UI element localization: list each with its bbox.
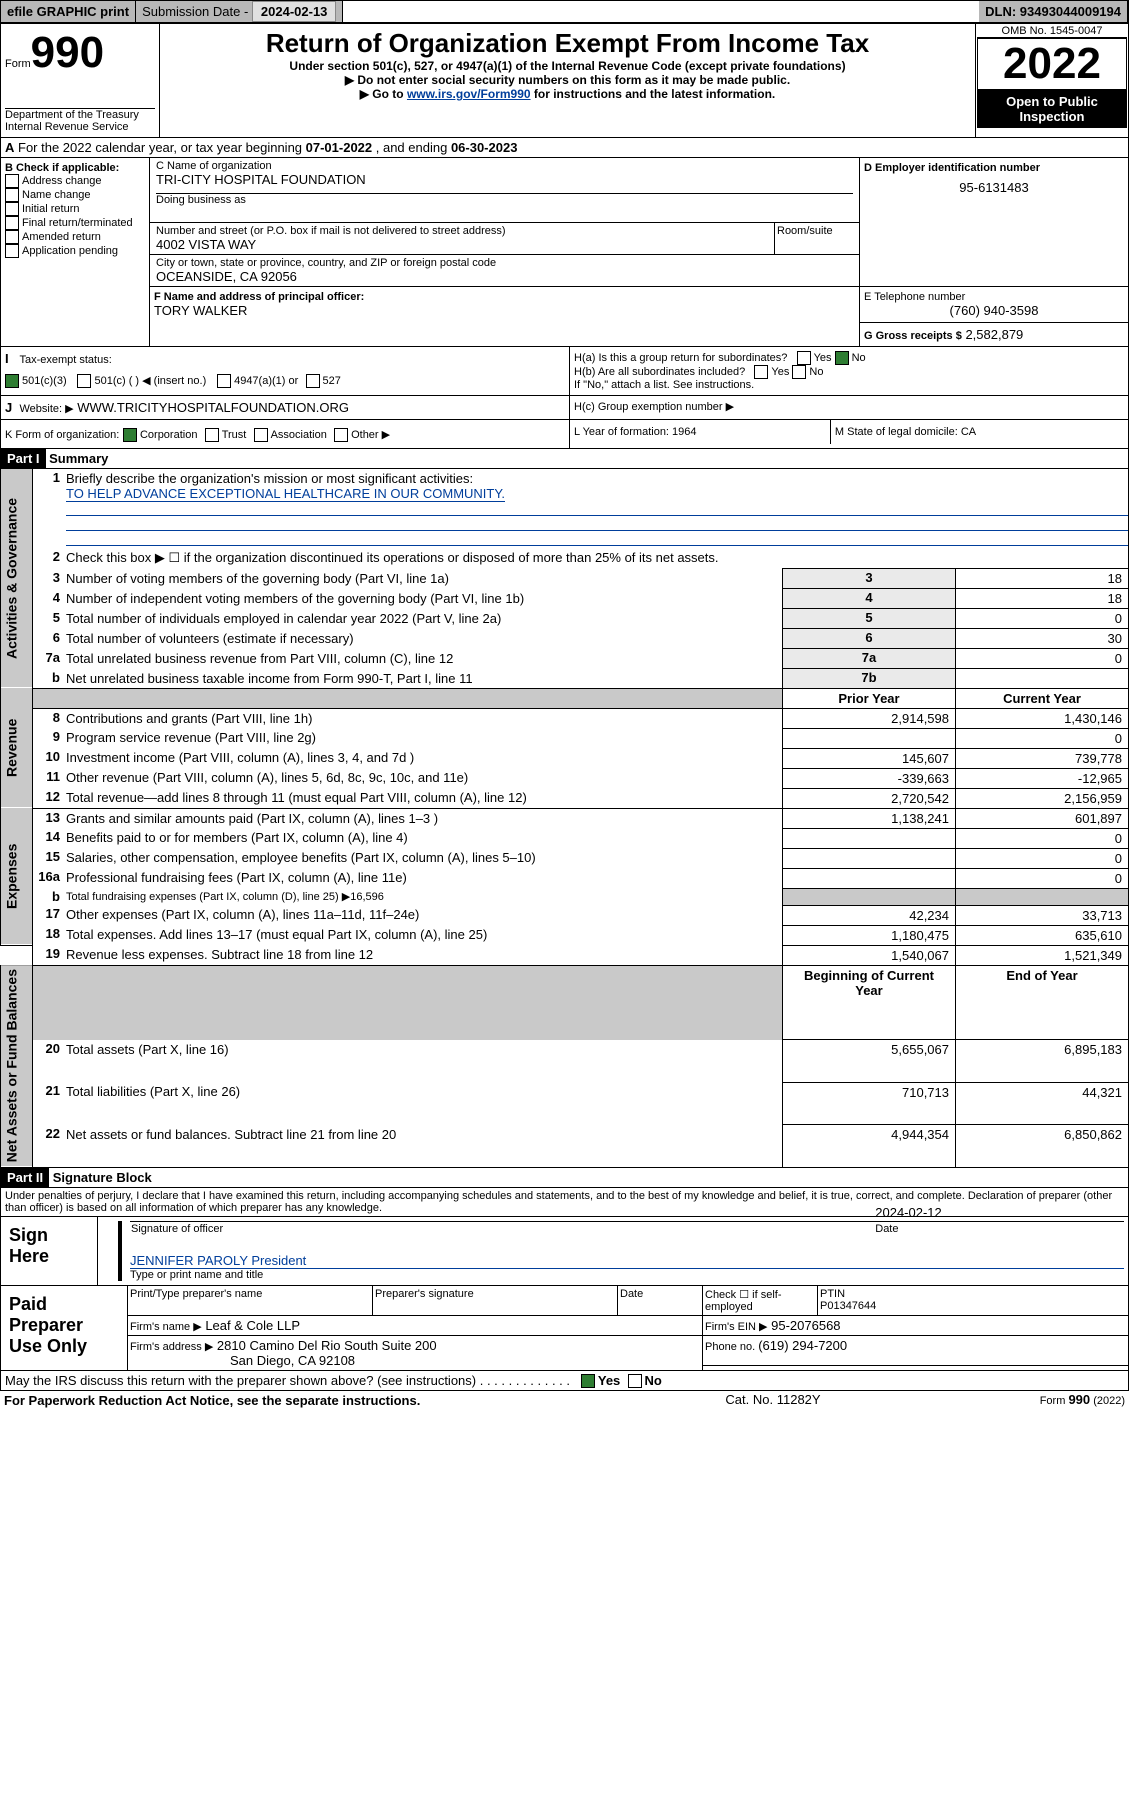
addr-lbl: Number and street (or P.O. box if mail i… [156,225,768,237]
subtitle2: ▶ Do not enter social security numbers o… [164,73,971,87]
mission: TO HELP ADVANCE EXCEPTIONAL HEALTHCARE I… [66,486,505,502]
f-lbl: F Name and address of principal officer: [154,291,855,303]
room-lbl: Room/suite [775,223,860,254]
line-a: A For the 2022 calendar year, or tax yea… [0,138,1129,158]
ptin: P01347644 [820,1300,876,1312]
entity-block: B Check if applicable: Address change Na… [0,158,1129,347]
tax-year: 2022 [977,38,1127,90]
dba-lbl: Doing business as [156,193,853,206]
chk-name[interactable] [5,188,19,202]
chk-final[interactable] [5,216,19,230]
firm: Leaf & Cole LLP [205,1318,300,1333]
part2-hdr: Part II Signature Block [0,1168,1129,1188]
b-hdr: B Check if applicable: [5,162,145,174]
ein: 95-6131483 [864,180,1124,195]
paid-prep: Paid Preparer Use Only [1,1286,128,1371]
chk-addr[interactable] [5,174,19,188]
pra: For Paperwork Reduction Act Notice, see … [4,1393,420,1408]
vlabel-exp: Expenses [1,808,33,945]
website: WWW.TRICITYHOSPITALFOUNDATION.ORG [77,400,349,415]
form-header: Form990 Department of the Treasury Inter… [0,23,1129,138]
sign-here: Sign Here [1,1217,98,1286]
sign-block: Sign Here Signature of officer Date 2024… [0,1217,1129,1286]
h-block: I Tax-exempt status: 501(c)(3) 501(c) ( … [0,347,1129,449]
org-name: TRI-CITY HOSPITAL FOUNDATION [156,172,853,187]
hc: H(c) Group exemption number ▶ [570,396,1129,420]
prep-phone: (619) 294-7200 [758,1338,847,1353]
v3: 18 [956,569,1129,589]
domicile: CA [961,426,976,438]
gross: 2,582,879 [965,327,1023,342]
vlabel-rev: Revenue [1,688,33,808]
dept: Department of the Treasury [5,108,155,121]
chk-corp[interactable] [123,428,137,442]
subdate-btn[interactable]: 2024-02-13 [252,1,337,22]
vlabel-net: Net Assets or Fund Balances [1,965,33,1167]
chk-app[interactable] [5,244,19,258]
part1-hdr: Part I Summary [0,449,1129,469]
omb: OMB No. 1545-0047 [977,25,1127,38]
form-foot: Form 990 (2022) [924,1391,1129,1410]
submission-date: Submission Date - 2024-02-13 [136,1,343,22]
dln: DLN: 93493044009194 [979,1,1128,22]
open-public: Open to PublicInspection [977,90,1127,128]
irs: Internal Revenue Service [5,121,155,133]
addr: 4002 VISTA WAY [156,237,768,252]
officer: TORY WALKER [154,303,855,318]
c-lbl: C Name of organization [156,160,853,172]
irs-link[interactable]: www.irs.gov/Form990 [407,87,531,101]
form-word: Form990 [5,28,155,78]
phone: (760) 940-3598 [864,303,1124,318]
g-lbl: G Gross receipts $ [864,330,962,342]
catno: Cat. No. 11282Y [622,1391,924,1410]
discuss: May the IRS discuss this return with the… [0,1371,1129,1392]
sign-date: 2024-02-12 [874,1204,1124,1221]
chk-501c3[interactable] [5,374,19,388]
chk-527[interactable] [306,374,320,388]
signer: JENNIFER PAROLY President [130,1253,1124,1269]
hb-note: If "No," attach a list. See instructions… [574,379,1124,391]
city: OCEANSIDE, CA 92056 [156,269,853,284]
ha: H(a) Is this a group return for subordin… [574,351,1124,365]
efile-label: efile GRAPHIC print [1,1,136,22]
chk-4947[interactable] [217,374,231,388]
chk-amend[interactable] [5,230,19,244]
topbar: efile GRAPHIC print Submission Date - 20… [0,0,1129,23]
d-lbl: D Employer identification number [864,162,1124,174]
subtitle3: ▶ Go to www.irs.gov/Form990 for instruct… [164,87,971,101]
preparer-block: Paid Preparer Use Only Print/Type prepar… [0,1286,1129,1371]
chk-init[interactable] [5,202,19,216]
chk-501c[interactable] [77,374,91,388]
hb: H(b) Are all subordinates included? Yes … [574,365,1124,379]
part1-body: Activities & Governance 1 Briefly descri… [0,469,1129,1168]
e-lbl: E Telephone number [864,291,1124,303]
subtitle1: Under section 501(c), 527, or 4947(a)(1)… [164,59,971,73]
form-title: Return of Organization Exempt From Incom… [164,28,971,59]
year-form: 1964 [672,426,696,438]
city-lbl: City or town, state or province, country… [156,257,853,269]
vlabel-act: Activities & Governance [1,469,33,688]
firm-ein: 95-2076568 [771,1318,840,1333]
